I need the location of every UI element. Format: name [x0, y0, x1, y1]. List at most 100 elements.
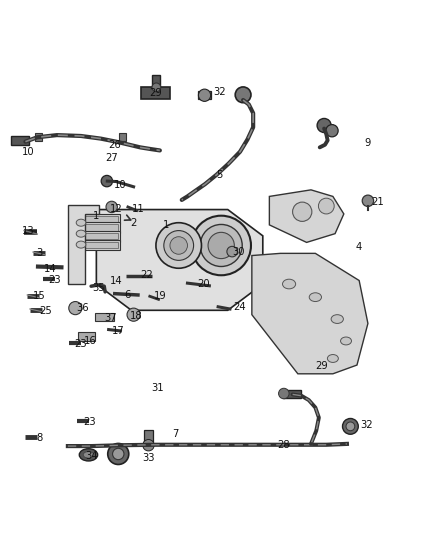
Text: 22: 22 — [140, 270, 153, 280]
Text: 35: 35 — [92, 282, 105, 293]
Circle shape — [152, 83, 161, 92]
Circle shape — [108, 443, 129, 464]
Text: 23: 23 — [75, 340, 87, 350]
Text: 2: 2 — [131, 217, 137, 228]
Text: 29: 29 — [149, 88, 162, 99]
Ellipse shape — [76, 230, 86, 237]
Bar — [77, 240, 120, 251]
Circle shape — [69, 302, 82, 314]
Text: 14: 14 — [110, 276, 122, 286]
Bar — [198, 91, 211, 99]
Text: 24: 24 — [234, 302, 246, 312]
Ellipse shape — [341, 337, 352, 345]
Bar — [95, 313, 114, 321]
Bar — [35, 133, 42, 141]
Text: 4: 4 — [356, 242, 362, 252]
Bar — [79, 242, 118, 248]
Ellipse shape — [83, 451, 94, 458]
Bar — [144, 430, 153, 444]
Bar — [79, 224, 118, 231]
Text: 26: 26 — [108, 140, 121, 150]
Bar — [283, 390, 301, 398]
Circle shape — [279, 388, 289, 399]
Text: 12: 12 — [110, 204, 123, 214]
Text: 10: 10 — [22, 147, 35, 157]
Text: 18: 18 — [130, 311, 142, 320]
Text: 13: 13 — [22, 225, 35, 236]
Text: 29: 29 — [315, 361, 328, 372]
Text: 1: 1 — [163, 220, 170, 230]
Polygon shape — [252, 253, 368, 374]
Text: 28: 28 — [278, 440, 290, 450]
Ellipse shape — [327, 354, 338, 362]
Circle shape — [106, 201, 117, 213]
Ellipse shape — [79, 449, 98, 461]
Circle shape — [293, 202, 312, 221]
Text: 15: 15 — [33, 291, 46, 301]
Circle shape — [200, 224, 242, 266]
Text: 33: 33 — [142, 454, 154, 463]
Circle shape — [326, 125, 338, 137]
Circle shape — [318, 198, 334, 214]
Circle shape — [362, 195, 374, 206]
Text: 23: 23 — [84, 417, 96, 427]
Circle shape — [170, 237, 187, 254]
Circle shape — [143, 440, 154, 451]
Text: 11: 11 — [131, 204, 145, 214]
Circle shape — [191, 216, 251, 275]
Circle shape — [208, 232, 234, 259]
Text: 27: 27 — [105, 153, 118, 163]
Text: 3: 3 — [36, 248, 42, 259]
Bar — [11, 136, 29, 145]
Text: 16: 16 — [83, 336, 96, 346]
Circle shape — [164, 231, 194, 260]
Bar — [77, 231, 120, 241]
Circle shape — [156, 223, 201, 268]
Ellipse shape — [283, 279, 296, 289]
Text: 5: 5 — [216, 169, 222, 180]
Bar — [152, 75, 160, 87]
Circle shape — [127, 308, 140, 321]
Text: 9: 9 — [365, 138, 371, 148]
Text: 10: 10 — [114, 181, 127, 190]
Circle shape — [101, 175, 113, 187]
Text: 19: 19 — [153, 291, 166, 301]
Text: 14: 14 — [44, 264, 57, 273]
Circle shape — [227, 246, 237, 257]
Polygon shape — [269, 190, 344, 243]
Text: 20: 20 — [198, 279, 210, 289]
Text: 1: 1 — [93, 211, 99, 221]
Ellipse shape — [331, 314, 343, 324]
Text: 8: 8 — [36, 433, 42, 443]
Ellipse shape — [76, 219, 86, 226]
Text: 32: 32 — [361, 420, 373, 430]
Bar — [78, 332, 95, 341]
Bar — [77, 214, 120, 224]
Bar — [77, 222, 120, 233]
Circle shape — [343, 418, 358, 434]
Circle shape — [113, 448, 124, 459]
Text: 25: 25 — [39, 306, 53, 316]
Text: 30: 30 — [233, 247, 245, 257]
Text: 21: 21 — [371, 197, 384, 207]
Ellipse shape — [309, 293, 321, 302]
Text: 37: 37 — [104, 313, 117, 323]
Circle shape — [198, 89, 211, 101]
Circle shape — [346, 422, 355, 431]
Text: 23: 23 — [49, 274, 61, 285]
Circle shape — [235, 87, 251, 103]
Polygon shape — [68, 205, 99, 284]
Circle shape — [317, 118, 331, 133]
Bar — [79, 216, 118, 222]
Text: 17: 17 — [112, 326, 125, 336]
Bar — [79, 233, 118, 239]
Text: 32: 32 — [214, 87, 226, 97]
Bar — [119, 133, 126, 141]
Text: 34: 34 — [85, 451, 97, 461]
Text: 6: 6 — [124, 290, 130, 300]
Polygon shape — [96, 209, 263, 310]
Ellipse shape — [76, 241, 86, 248]
Text: 36: 36 — [76, 303, 88, 313]
Text: 7: 7 — [172, 429, 178, 439]
Text: 31: 31 — [152, 383, 164, 393]
